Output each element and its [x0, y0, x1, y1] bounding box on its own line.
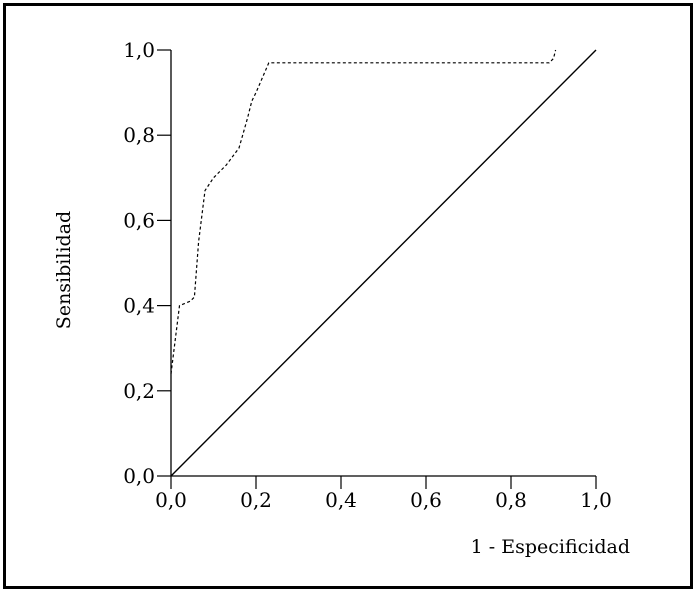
- axes: [170, 50, 596, 477]
- reference-diagonal-line: [170, 49, 597, 477]
- y-tick-label: 1,0: [123, 38, 155, 62]
- x-tick-label: 0,2: [240, 488, 272, 512]
- x-tick-label: 1,0: [580, 488, 612, 512]
- x-tick-label: 0,0: [155, 488, 187, 512]
- x-tick-label: 0,6: [410, 488, 442, 512]
- ticks: 0,0 0,2 0,4 0,6 0,8 1,0 0,0 0,2 0,4 0,6 0,8 1,0: [123, 38, 612, 512]
- x-axis-title: 1 - Especificidad: [471, 536, 630, 558]
- series-layer: [170, 49, 597, 477]
- x-tick-label: 0,8: [495, 488, 527, 512]
- x-tick-label: 0,4: [325, 488, 357, 512]
- y-tick-label: 0,8: [123, 123, 155, 147]
- roc-curve-line: [170, 49, 557, 374]
- y-axis-title: Sensibilidad: [53, 211, 75, 329]
- chart-frame: [3, 3, 693, 589]
- y-tick-label: 0,2: [123, 379, 155, 403]
- y-tick-label: 0,0: [123, 464, 155, 488]
- y-tick-label: 0,6: [123, 208, 155, 232]
- y-tick-label: 0,4: [123, 294, 155, 318]
